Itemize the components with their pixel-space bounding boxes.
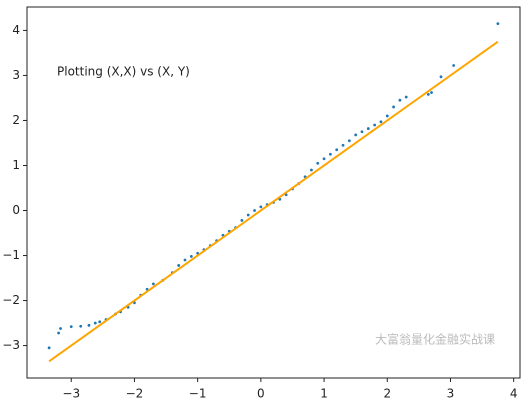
point [347, 139, 351, 143]
point [430, 91, 433, 94]
point [452, 64, 456, 67]
y-tick-label: 2 [12, 113, 20, 127]
x-tick-label: 3 [447, 387, 455, 401]
y-tick-label: 1 [12, 158, 20, 172]
x-tick-label: −1 [189, 387, 207, 401]
point [87, 323, 91, 327]
point [392, 105, 395, 109]
point [47, 346, 51, 350]
y-tick-label: −2 [2, 293, 20, 307]
y-tick-label: 0 [12, 203, 20, 217]
point [259, 205, 263, 209]
point [341, 143, 345, 147]
point [404, 95, 408, 99]
x-tick-label: −3 [62, 387, 80, 401]
point [366, 127, 370, 130]
point [322, 157, 326, 161]
point [93, 321, 97, 325]
point [189, 255, 193, 258]
point [379, 120, 383, 124]
line [48, 40, 499, 363]
point [69, 325, 73, 329]
point [335, 148, 339, 152]
x-tick-label: 2 [383, 387, 391, 401]
point [496, 22, 500, 26]
point [373, 123, 377, 127]
x-tick-label: −2 [126, 387, 144, 401]
point [183, 258, 187, 262]
point [240, 219, 244, 222]
point [310, 168, 313, 172]
y-tick-label: −1 [2, 248, 20, 262]
point [177, 264, 181, 267]
point [426, 92, 430, 96]
point [98, 320, 102, 324]
point [253, 209, 256, 212]
point [152, 282, 155, 286]
y-tick-label: 4 [12, 23, 20, 37]
y-tick-label: 3 [12, 68, 20, 82]
plot-frame [26, 6, 521, 379]
point [316, 161, 320, 165]
point [385, 114, 389, 118]
point [398, 98, 402, 102]
x-tick-label: 0 [257, 387, 265, 401]
point [439, 75, 443, 79]
annotation: Plotting (X,X) vs (X, Y) [57, 65, 190, 79]
y-tick-label: −3 [2, 338, 20, 352]
x-tick-label: 4 [510, 387, 518, 401]
point [328, 152, 332, 156]
point [360, 130, 364, 134]
x-tick-label: 1 [320, 387, 328, 401]
point [79, 324, 83, 328]
point [57, 331, 61, 335]
point [246, 213, 250, 217]
point [59, 327, 62, 330]
watermark: 大富翁量化金融实战课 [375, 332, 495, 347]
point [354, 133, 358, 137]
